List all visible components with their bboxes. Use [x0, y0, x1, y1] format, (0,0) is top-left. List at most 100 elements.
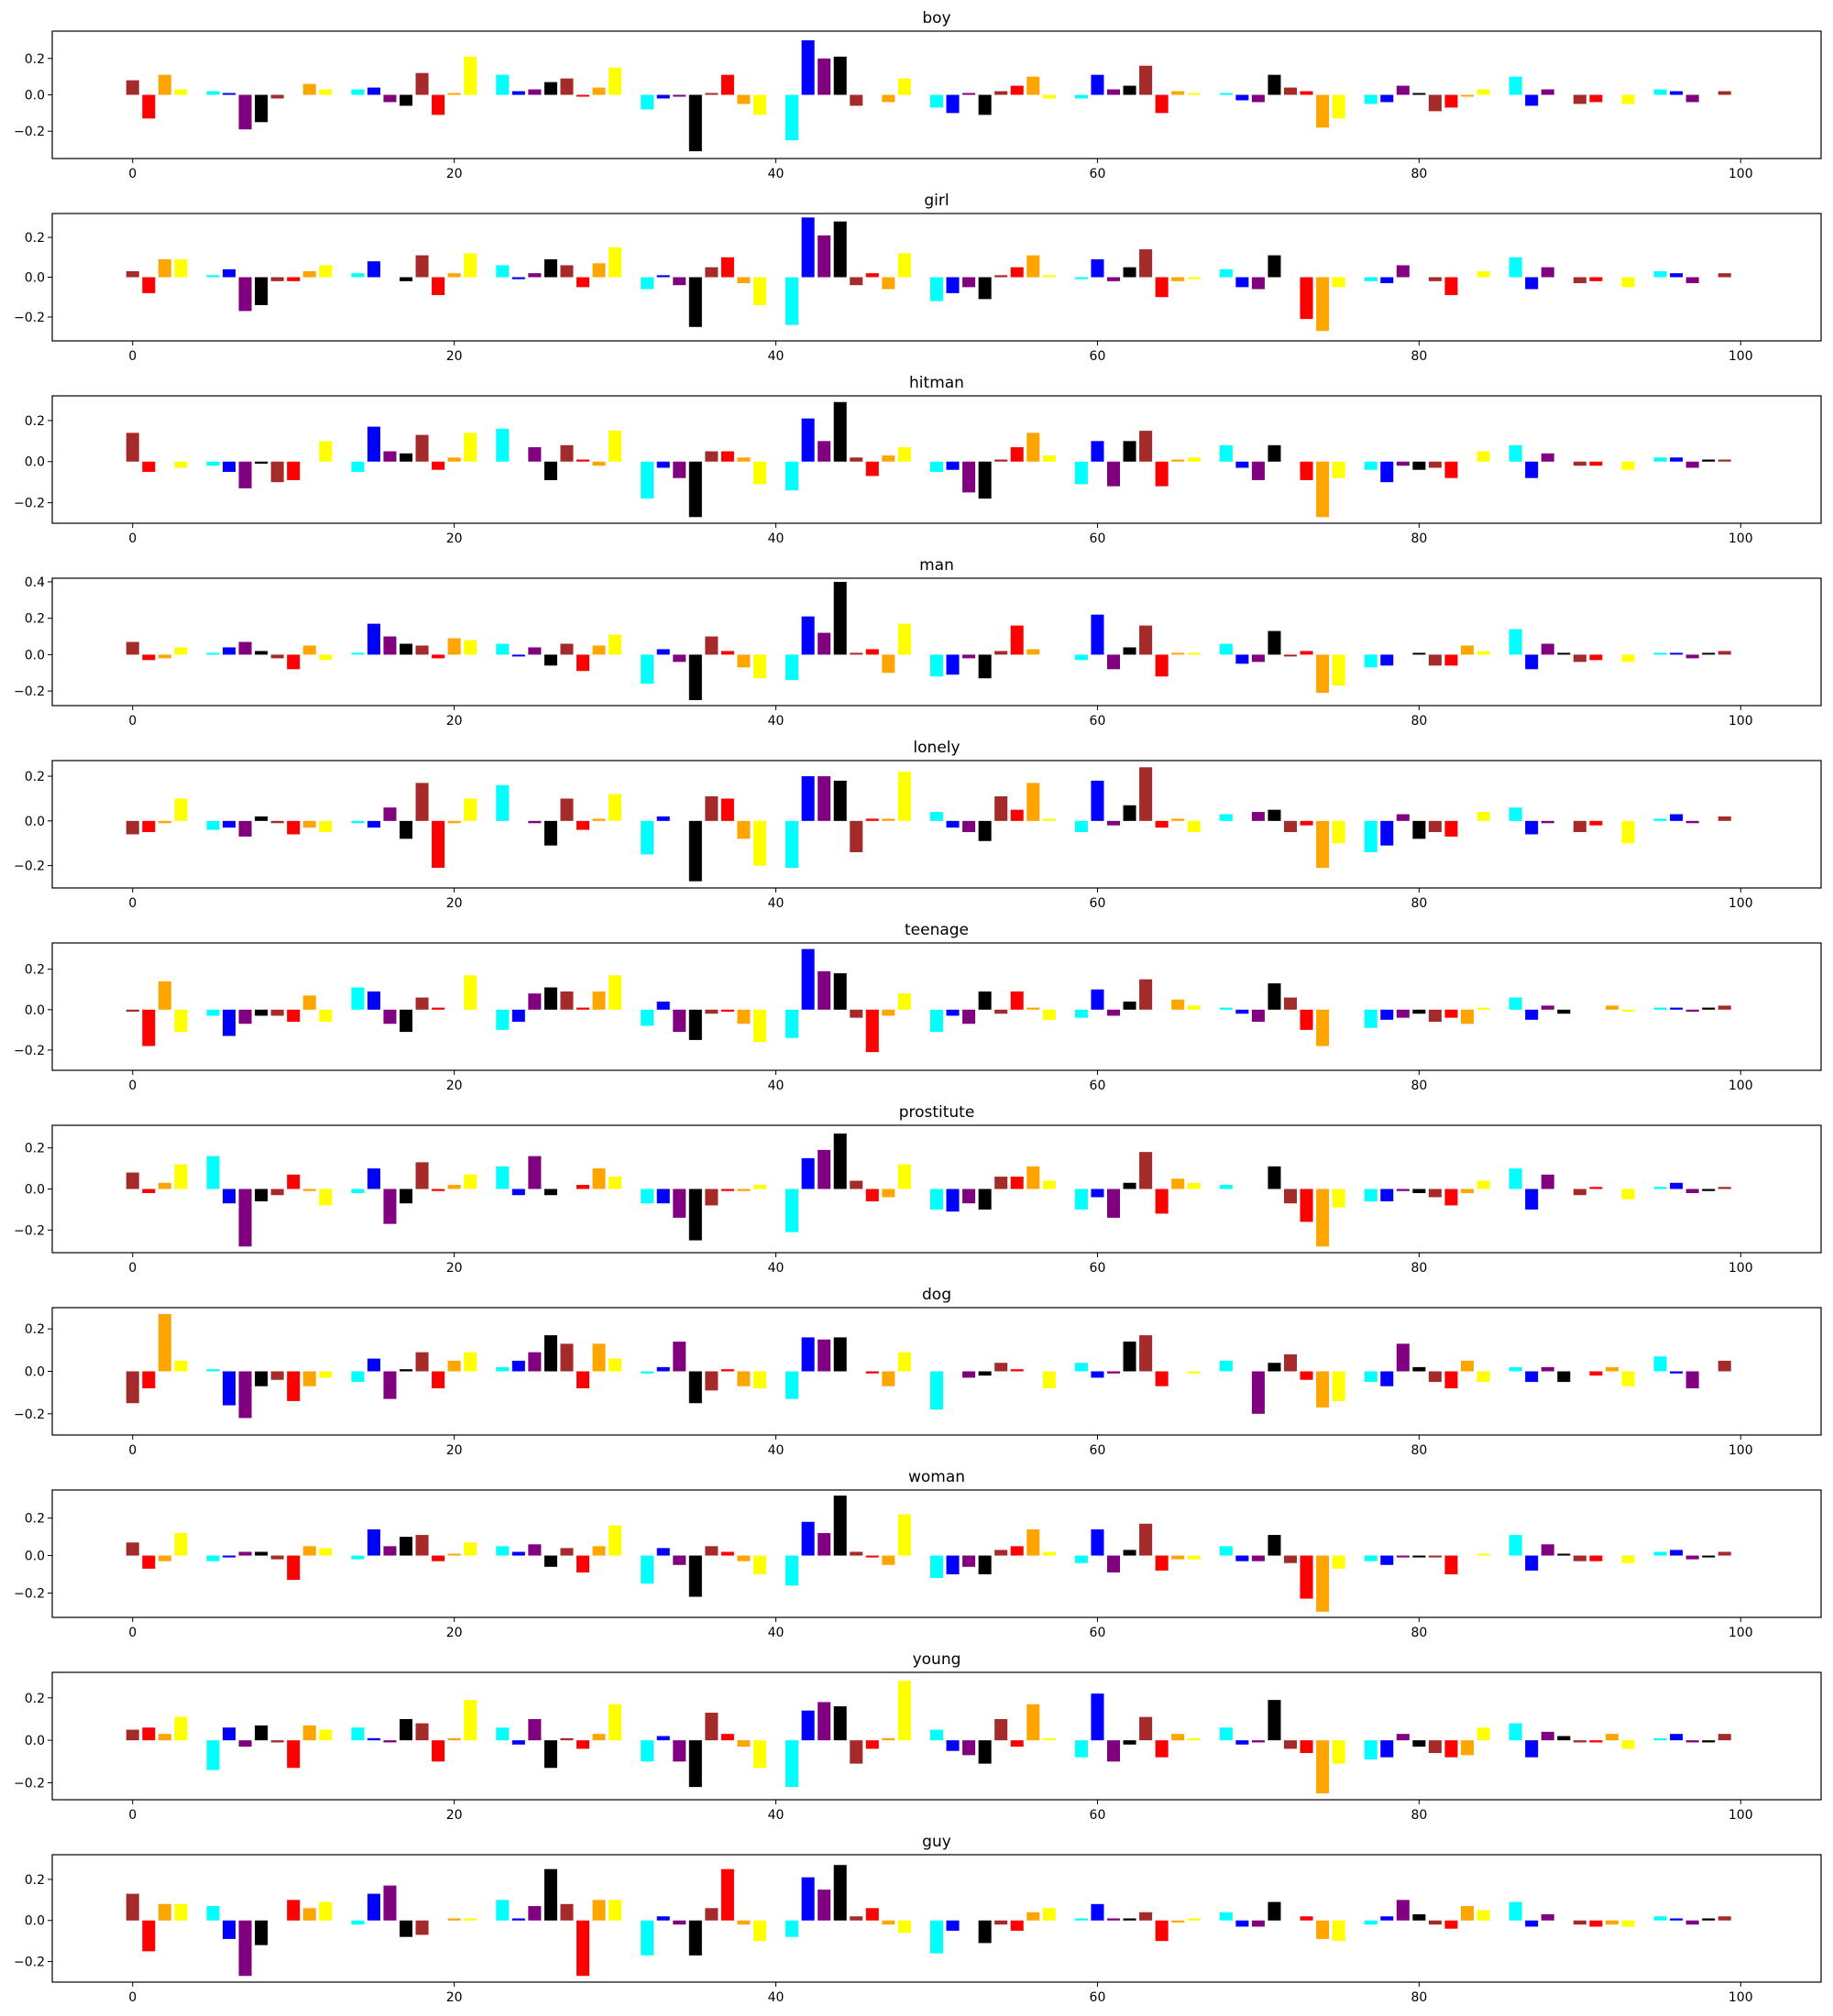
x-tick-label: 20	[446, 167, 463, 181]
bar	[1670, 1550, 1684, 1556]
bar	[1332, 654, 1345, 686]
bar	[946, 94, 960, 114]
bar	[1010, 1369, 1024, 1372]
bar	[222, 1009, 236, 1036]
bar	[1268, 255, 1281, 278]
bar	[656, 1548, 670, 1556]
bar	[238, 641, 252, 655]
bar	[1251, 812, 1265, 821]
bar	[238, 1740, 252, 1748]
bar	[737, 820, 751, 839]
bar	[1026, 433, 1040, 462]
bar	[1702, 1740, 1716, 1743]
bar	[833, 1496, 847, 1556]
bar	[1444, 461, 1458, 478]
bar	[464, 798, 477, 821]
bar	[1476, 451, 1490, 462]
bar	[1685, 277, 1699, 284]
bar	[174, 258, 188, 278]
bar	[238, 94, 252, 130]
bar	[1123, 1918, 1136, 1921]
bar	[222, 1920, 236, 1939]
bar	[1685, 461, 1699, 468]
bar	[865, 1908, 879, 1921]
bar	[656, 649, 670, 655]
bar	[705, 1546, 719, 1556]
bar	[929, 277, 944, 301]
bar	[415, 1535, 429, 1556]
bar	[656, 816, 670, 821]
bar	[1139, 65, 1153, 95]
bar	[1268, 1363, 1281, 1372]
bar	[1171, 277, 1185, 281]
bar	[126, 1172, 139, 1189]
x-tick-label: 100	[1729, 714, 1753, 729]
bar	[496, 1727, 510, 1741]
bar	[929, 1920, 944, 1954]
bar	[818, 441, 831, 462]
bar	[801, 418, 815, 462]
bar	[1026, 76, 1040, 95]
subplot-boy: boy 0 20 40 60 80 100 −0.2 0.0 0.2	[14, 9, 1822, 181]
bar	[1509, 1535, 1522, 1556]
bar	[1219, 1546, 1233, 1556]
bar	[656, 461, 670, 468]
bar	[1670, 457, 1684, 462]
bar	[496, 74, 510, 95]
bar	[222, 1189, 236, 1204]
bar	[785, 1555, 799, 1586]
bar	[1670, 1918, 1684, 1921]
bar	[1653, 89, 1667, 95]
x-tick-label: 80	[1410, 1261, 1427, 1276]
bar	[511, 91, 525, 95]
bar	[705, 1908, 719, 1921]
bar	[302, 1908, 316, 1921]
bar	[752, 94, 767, 115]
bar	[1685, 1555, 1699, 1560]
bar	[1428, 1371, 1442, 1383]
y-tick-label: −0.2	[14, 497, 45, 511]
x-tick-label: 40	[768, 1261, 785, 1276]
bar	[720, 74, 734, 95]
bar	[1074, 94, 1088, 99]
bar	[688, 1555, 702, 1597]
bar	[946, 1009, 960, 1016]
bar	[1412, 1914, 1426, 1921]
bar	[126, 270, 139, 278]
bar	[1106, 277, 1121, 281]
bar	[1268, 630, 1281, 655]
bar	[222, 93, 236, 95]
bar	[865, 649, 879, 655]
bar	[1139, 1335, 1153, 1372]
bar	[511, 1189, 525, 1196]
bar	[1219, 1912, 1233, 1921]
bar	[1171, 91, 1185, 95]
bar	[994, 1550, 1008, 1556]
bar	[994, 1009, 1008, 1014]
bar	[1139, 1523, 1153, 1556]
bar	[1605, 1920, 1619, 1925]
x-tick-label: 0	[128, 1443, 137, 1458]
bar	[962, 1555, 976, 1567]
bar	[1476, 651, 1490, 655]
bar	[1476, 1180, 1490, 1189]
bar	[238, 1371, 252, 1419]
bar	[1573, 1189, 1586, 1196]
subplot-title: young	[913, 1650, 961, 1669]
bar	[1396, 85, 1410, 95]
bar	[929, 1371, 944, 1410]
bar	[1557, 652, 1571, 655]
bar	[126, 1729, 139, 1741]
bar	[1106, 820, 1121, 826]
bar	[850, 1740, 863, 1764]
bar	[946, 654, 960, 675]
bar	[1541, 267, 1554, 278]
bar	[255, 1189, 269, 1201]
bar	[222, 1371, 236, 1406]
bar	[1589, 820, 1603, 826]
bar	[1412, 461, 1426, 470]
bar	[543, 1740, 557, 1769]
bar	[609, 975, 622, 1010]
bar	[994, 1363, 1008, 1372]
bar	[929, 812, 944, 821]
